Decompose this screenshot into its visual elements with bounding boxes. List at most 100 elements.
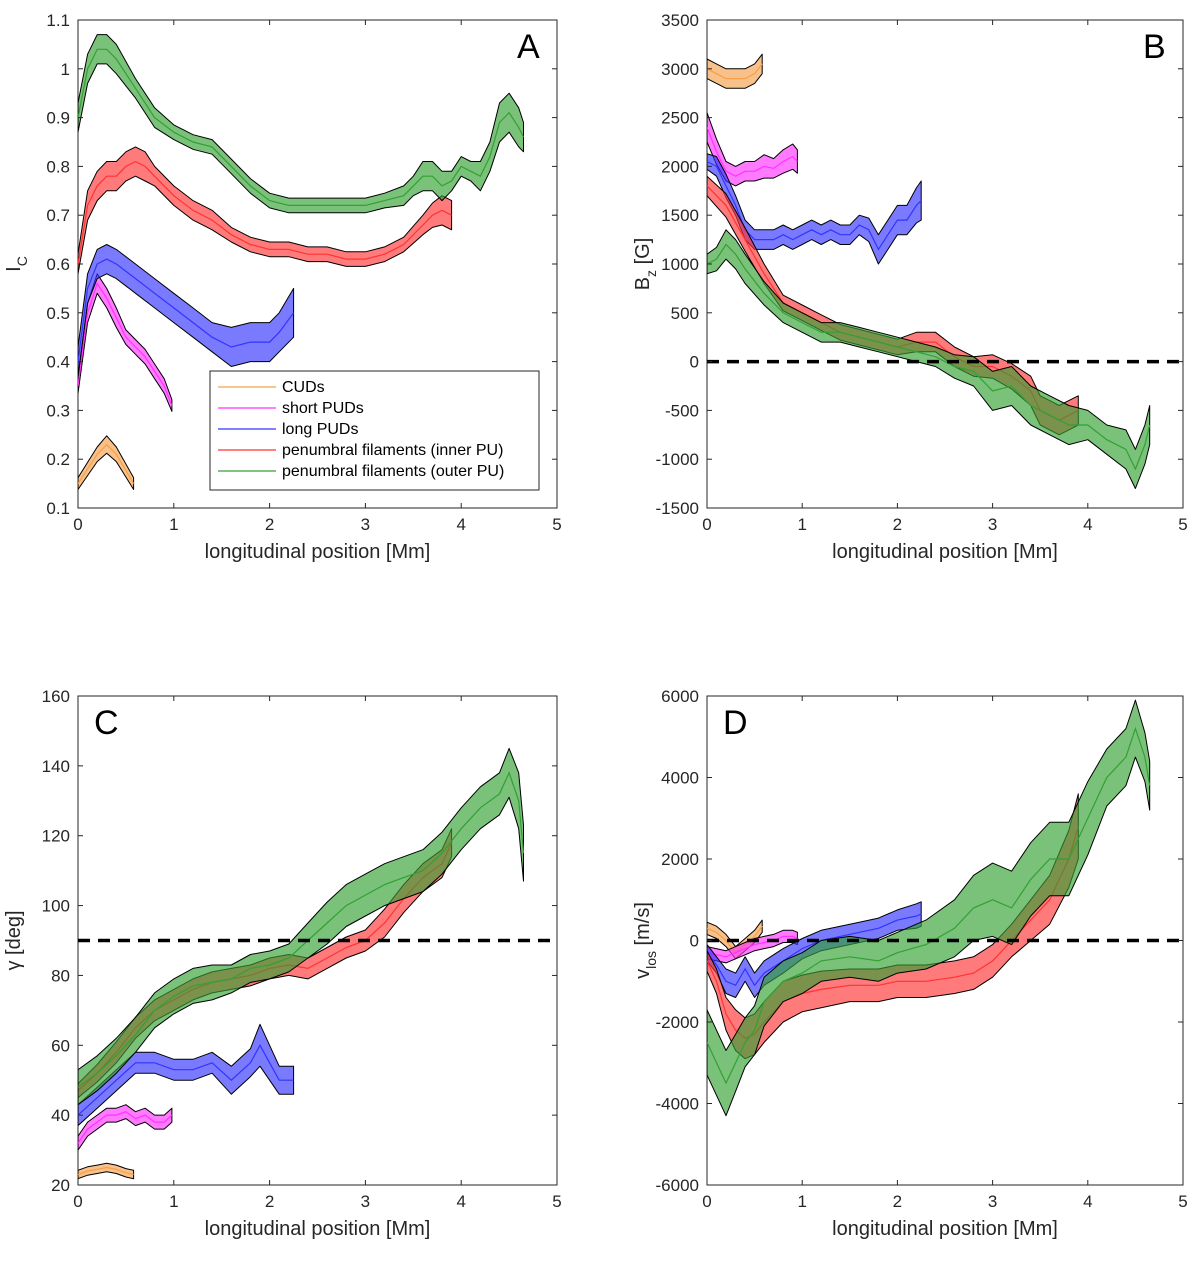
y-axis-label: γ [deg] [3, 910, 25, 970]
series-line-short-puds [78, 1111, 173, 1144]
series-line-long-puds [78, 258, 295, 362]
y-tick-label: 1 [61, 60, 70, 79]
legend-entry: long PUDs [282, 421, 358, 438]
x-tick-label: 1 [797, 515, 806, 534]
series-band-long-puds [78, 1023, 295, 1127]
x-tick-label: 4 [456, 1192, 465, 1211]
series-band-short-puds [78, 273, 173, 412]
x-tick-label: 3 [988, 515, 997, 534]
series-line-penumbral-filaments-inner-pu- [78, 160, 452, 265]
series-line-penumbral-filaments-outer-pu- [78, 771, 525, 1088]
y-tick-label: 0.5 [46, 304, 70, 323]
series-band-long-puds [78, 244, 295, 377]
y-tick-label: 0.9 [46, 109, 70, 128]
series-band-cuds [78, 1162, 135, 1180]
x-tick-label: 2 [893, 1192, 902, 1211]
y-tick-label: 100 [42, 897, 70, 916]
series-band-cuds [707, 53, 763, 89]
y-axis-label-unit: [m/s] [632, 902, 654, 951]
x-tick-label: 2 [265, 1192, 274, 1211]
panel-a: 0 1 2 3 4 5 0.1 0.2 0.3 0.4 0.5 0.6 0.7 0.8 0.9 1 1.1 lon… [3, 11, 562, 563]
y-tick-label: 40 [51, 1106, 70, 1125]
panel-d: 0 1 2 3 4 5 -6000 -4000 -2000 0 2000 4000 6000 longit… [632, 687, 1188, 1240]
plot-area [78, 747, 525, 1180]
y-axis-label-unit: [G] [632, 238, 654, 270]
legend-entry: short PUDs [282, 400, 364, 417]
y-tick-label: 6000 [661, 687, 699, 706]
y-axis-label: Bz [G] [632, 238, 659, 291]
y-tick-label: 140 [42, 757, 70, 776]
plot-area [707, 53, 1151, 489]
panel-letter: C [94, 704, 119, 742]
legend: CUDs short PUDs long PUDs penumbral filamen… [209, 370, 540, 491]
y-tick-label: 2500 [661, 109, 699, 128]
x-tick-label: 5 [552, 515, 561, 534]
y-axis-label: vlos [m/s] [632, 902, 659, 979]
series-line-short-puds [707, 935, 798, 958]
y-tick-label: -4000 [656, 1095, 699, 1114]
series-line-penumbral-filaments-outer-pu- [78, 48, 525, 206]
series-line-cuds [78, 443, 135, 484]
x-tick-label: 5 [1178, 1192, 1187, 1211]
legend-entry: CUDs [282, 379, 325, 396]
x-tick-label: 0 [73, 1192, 82, 1211]
x-tick-label: 5 [552, 1192, 561, 1211]
series-line-short-puds [78, 282, 173, 406]
x-tick-label: 2 [265, 515, 274, 534]
series-band-penumbral-filaments-outer-pu- [707, 229, 1151, 489]
y-tick-label: 1500 [661, 206, 699, 225]
series-line-penumbral-filaments-outer-pu- [707, 726, 1151, 1085]
y-tick-label: 0.2 [46, 450, 70, 469]
y-tick-label: 0 [690, 353, 699, 372]
y-tick-label: 80 [51, 966, 70, 985]
y-tick-label: 3500 [661, 11, 699, 30]
y-tick-label: -6000 [656, 1176, 699, 1195]
y-tick-label: 0.4 [46, 353, 70, 372]
y-axis-label-main: v [632, 969, 654, 979]
x-tick-label: 3 [361, 1192, 370, 1211]
series-line-short-puds [707, 127, 798, 177]
y-tick-label: 0.6 [46, 255, 70, 274]
x-tick-label: 3 [988, 1192, 997, 1211]
panel-letter: D [723, 704, 748, 742]
plot-area [707, 699, 1151, 1117]
series-band-penumbral-filaments-outer-pu- [707, 699, 1151, 1117]
y-tick-label: 2000 [661, 850, 699, 869]
plot-area [78, 34, 525, 490]
y-tick-label: 160 [42, 687, 70, 706]
x-tick-label: 5 [1178, 515, 1187, 534]
series-band-short-puds [78, 1104, 173, 1151]
x-tick-label: 4 [456, 515, 465, 534]
x-tick-label: 0 [702, 1192, 711, 1211]
x-tick-label: 0 [73, 515, 82, 534]
y-tick-label: -2000 [656, 1013, 699, 1032]
x-axis-label: longitudinal position [Mm] [832, 541, 1058, 563]
series-line-cuds [78, 1166, 134, 1176]
y-tick-label: 0.3 [46, 401, 70, 420]
y-axis-label-sub: z [643, 270, 659, 277]
y-tick-label: 0.7 [46, 206, 70, 225]
y-tick-label: 500 [671, 304, 699, 323]
panel-b: 0 1 2 3 4 5 -1500 -1000 -500 0 500 1000 1500 2000 2500… [632, 11, 1188, 563]
x-tick-label: 4 [1083, 515, 1092, 534]
y-axis-label: IC [3, 256, 30, 272]
y-tick-label: 20 [51, 1176, 70, 1195]
series-line-long-puds [707, 913, 922, 987]
y-tick-label: -1500 [656, 499, 699, 518]
y-tick-label: -500 [665, 401, 699, 420]
x-tick-label: 1 [169, 1192, 178, 1211]
series-line-cuds [707, 63, 763, 80]
legend-box [209, 370, 540, 491]
x-tick-label: 1 [797, 1192, 806, 1211]
panel-c: 0 1 2 3 4 5 20 40 60 80 100 120 140 160 longitudinal p… [3, 687, 562, 1240]
panel-letter: B [1143, 28, 1166, 66]
panel-letter: A [517, 28, 540, 66]
x-axis-label: longitudinal position [Mm] [205, 1218, 431, 1240]
y-axis-label-main: B [632, 277, 654, 290]
y-tick-label: 2000 [661, 157, 699, 176]
x-tick-label: 2 [893, 515, 902, 534]
y-tick-label: -1000 [656, 450, 699, 469]
series-line-long-puds [78, 1044, 294, 1116]
y-tick-label: 0 [690, 932, 699, 951]
